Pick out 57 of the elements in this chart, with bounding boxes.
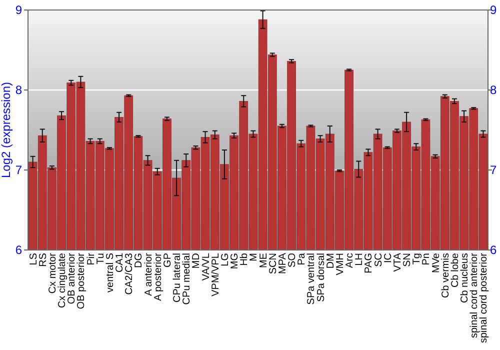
x-tick-label: M [248,253,260,262]
x-tick-label: Pir [86,252,97,266]
x-tick-label: OB posterior [76,252,88,310]
x-tick-label: MD [191,253,202,269]
x-tick-label: MG [230,252,241,270]
x-tick-label: PAG [364,252,375,274]
x-tick-label: SCN [268,253,279,274]
x-tick-label: SN [402,253,414,267]
y-tick-label: 8 [15,83,22,98]
x-tick-label: LH [354,253,366,266]
x-tick-label: VMH [334,253,346,276]
x-tick-label: Tg [412,253,423,265]
x-tick-label: Cx cingulate [57,252,68,308]
x-tick-label: LG [220,252,231,266]
y2-tick-label: 8 [490,83,497,98]
x-tick-label: Pn [421,253,432,266]
x-tick-label: SC [373,253,384,267]
x-tick-label: A anterior [143,252,154,296]
x-tick-label: Cx motor [47,252,58,294]
x-tick-label: VTA [392,252,404,272]
x-tick-label: CPu lateral [172,253,184,302]
x-tick-label: SPa ventral [306,253,318,305]
x-tick-label: DG [134,252,145,268]
x-tick-label: MVe [430,252,442,274]
x-tick-label: CPu medial [182,253,193,305]
x-tick-label: OB anterior [66,252,78,304]
y-tick-label: 6 [15,243,22,258]
x-tick-label: Pa [296,252,308,266]
x-tick-label: Cb nucleus [460,253,471,304]
x-tick-label: DM [325,253,336,269]
x-tick-label: Hb [239,252,250,266]
x-tick-label: GP [162,252,174,268]
x-tick-label: LS [28,252,40,266]
x-tick-label: MPA [277,252,288,274]
y-tick-label: 7 [15,163,22,178]
x-tick-label: SO [287,252,298,268]
y-axis-title: Log2 (expression) [0,82,13,178]
x-tick-label: Arc [344,253,356,268]
x-tick-label: CA1 [114,252,126,272]
y2-tick-label: 9 [490,3,497,18]
x-tick-label: SPa dorsal [316,253,327,302]
x-tick-label: spinal cord posterior [478,252,490,344]
y-tick-label: 9 [15,3,22,18]
x-tick-label: A posterior [152,252,164,301]
x-tick-label: Tu [95,253,106,264]
x-tick-label: RS [38,252,49,267]
y2-tick-label: 7 [490,163,497,178]
x-tick-label: VA/VL [200,252,212,281]
x-tick-label: spinal cord anterior [469,252,480,338]
x-tick-label: ventral S [104,252,116,292]
x-tick-label: IC [382,253,394,263]
y2-tick-label: 6 [490,243,497,258]
x-tick-label: Cb lobe [450,252,461,288]
x-tick-label: Cb vermis [440,253,452,298]
x-tick-label: VPM/VPL [210,252,222,296]
x-tick-label: CA2/CA3 [124,252,136,295]
x-tick-label: ME [258,252,270,268]
